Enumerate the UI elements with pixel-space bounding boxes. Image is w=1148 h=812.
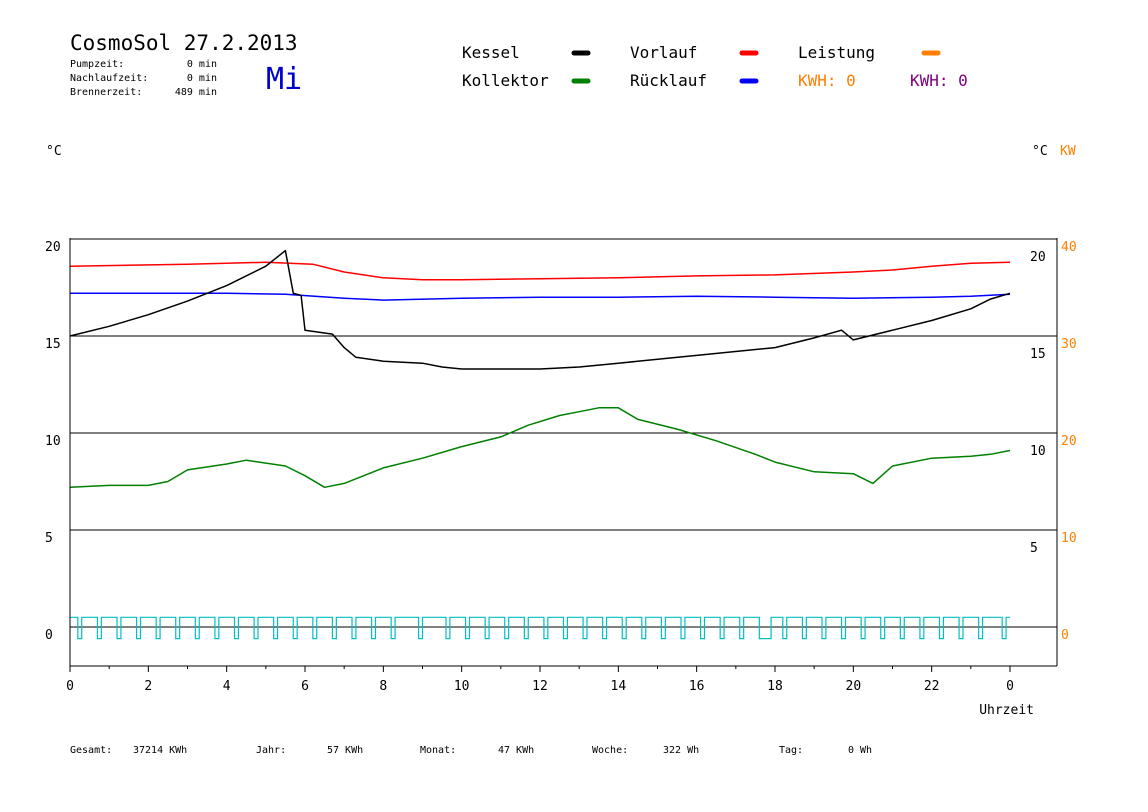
legend-label-leistung: Leistung <box>798 43 875 62</box>
stat-label: Pumpzeit: <box>70 59 124 70</box>
y-tick-label: 5 <box>45 531 53 546</box>
y-right-tick-label: 15 <box>1030 347 1046 362</box>
stats-block: Pumpzeit: 0 min Nachlaufzeit: 0 min Bren… <box>70 59 217 98</box>
y-kw-tick-label: 10 <box>1061 531 1077 546</box>
x-tick-label: 6 <box>301 679 309 694</box>
stat-value: 0 min <box>187 73 217 84</box>
series-line-kessel <box>69 249 1011 370</box>
y-kw-tick-label: 20 <box>1061 434 1077 449</box>
x-tick-label: 12 <box>532 679 548 694</box>
x-tick-label: 0 <box>1006 679 1014 694</box>
x-tick-label: 16 <box>689 679 705 694</box>
series-lines <box>69 249 1011 640</box>
footer-stats: Gesamt: 37214 KWh Jahr: 57 KWh Monat: 47… <box>70 745 872 756</box>
x-tick-label: 20 <box>846 679 862 694</box>
x-tick-label: 22 <box>924 679 940 694</box>
x-tick-label: 4 <box>223 679 231 694</box>
weekday-label: Mi <box>266 62 302 97</box>
right-axis-unit: °C <box>1032 144 1048 159</box>
legend-label-kessel: Kessel <box>462 43 520 62</box>
legend-label-vorlauf: Vorlauf <box>630 43 697 62</box>
y-tick-label: 0 <box>45 628 53 643</box>
legend-label-kollektor: Kollektor <box>462 71 549 90</box>
y-kw-tick-label: 40 <box>1061 240 1077 255</box>
series-line-kollektor <box>69 407 1011 489</box>
y-kw-tick-label: 0 <box>1061 628 1069 643</box>
series-line-pumpe <box>70 616 1010 640</box>
x-tick-label: 10 <box>454 679 470 694</box>
x-tick-label: 2 <box>144 679 152 694</box>
footer-value: 47 KWh <box>498 745 534 756</box>
stat-label: Nachlaufzeit: <box>70 73 148 84</box>
chart-title: CosmoSol 27.2.2013 <box>70 31 298 55</box>
legend: Kessel Vorlauf Leistung Kollektor Rückla… <box>462 43 968 90</box>
stat-value: 0 min <box>187 59 217 70</box>
stat-label: Brennerzeit: <box>70 87 142 98</box>
stat-value: 489 min <box>175 87 217 98</box>
y-tick-label: 15 <box>45 337 61 352</box>
footer-label: Gesamt: <box>70 745 112 756</box>
footer-value: 322 Wh <box>663 745 699 756</box>
y-kw-tick-label: 30 <box>1061 337 1077 352</box>
y-right-tick-label: 10 <box>1030 444 1046 459</box>
y-tick-label: 10 <box>45 434 61 449</box>
footer-label: Jahr: <box>256 745 286 756</box>
series-line-vorlauf <box>69 261 1011 281</box>
y-right-tick-label: 20 <box>1030 250 1046 265</box>
series-line-rücklauf <box>70 292 1011 301</box>
footer-label: Woche: <box>592 745 628 756</box>
axes <box>69 238 1058 672</box>
legend-label-ruecklauf: Rücklauf <box>630 71 707 90</box>
x-axis-label: Uhrzeit <box>979 703 1034 718</box>
x-tick-label: 18 <box>767 679 783 694</box>
y-tick-label: 20 <box>45 240 61 255</box>
footer-label: Monat: <box>420 745 456 756</box>
x-tick-label: 0 <box>66 679 74 694</box>
footer-value: 37214 KWh <box>133 745 187 756</box>
legend-kwh-purple: KWH: 0 <box>910 71 968 90</box>
y-right-tick-label: 5 <box>1030 541 1038 556</box>
x-tick-label: 14 <box>611 679 627 694</box>
footer-value: 57 KWh <box>327 745 363 756</box>
footer-value: 0 Wh <box>848 745 872 756</box>
left-axis-unit: °C <box>46 144 62 159</box>
legend-kwh-orange: KWH: 0 <box>798 71 856 90</box>
footer-label: Tag: <box>779 745 803 756</box>
tick-labels: 0 5 10 15 20 5 10 15 20 0 10 20 30 40 0 2 4 6 8 10 12 14 16 18 2… <box>45 240 1077 694</box>
x-tick-label: 8 <box>379 679 387 694</box>
right-axis-unit-kw: KW <box>1060 144 1076 159</box>
